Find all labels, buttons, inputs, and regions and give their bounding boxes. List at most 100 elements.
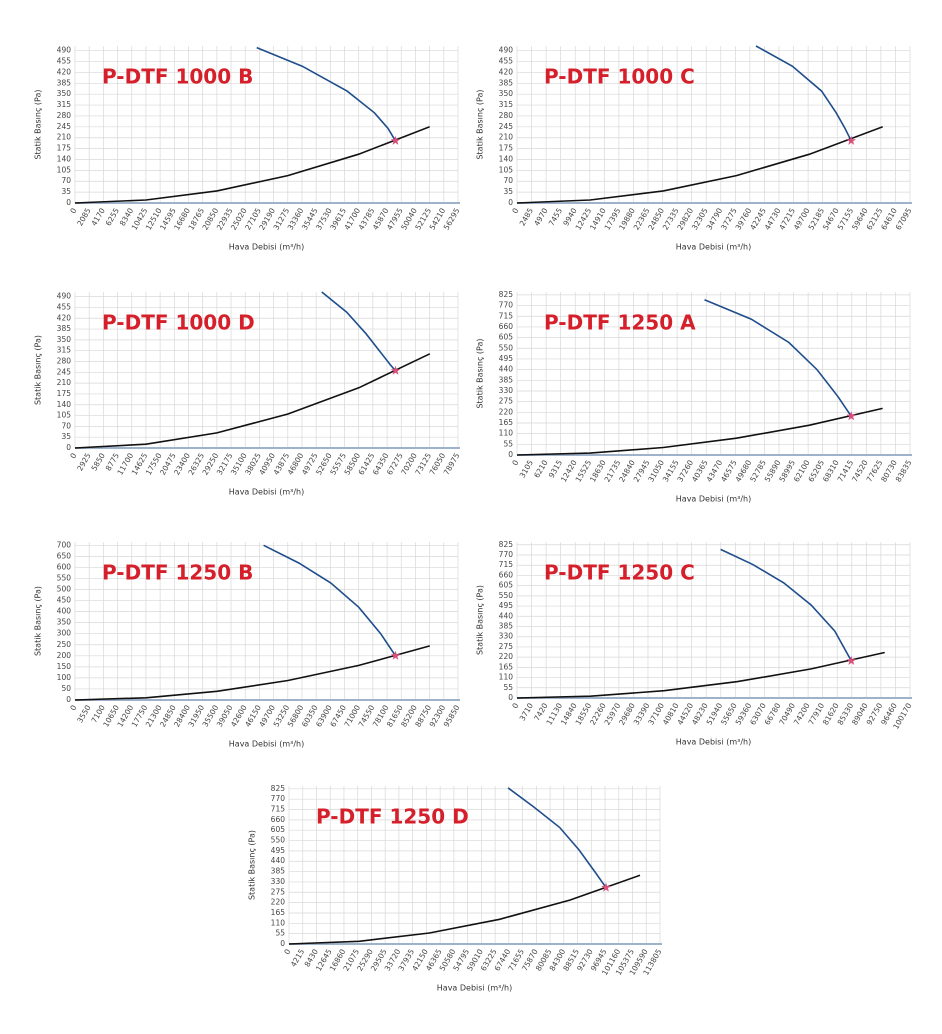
- y-tick-label: 825: [499, 290, 514, 299]
- y-tick-label: 550: [499, 591, 514, 600]
- y-tick-label: 420: [57, 313, 72, 322]
- y-axis-label: Statik Basınç (Pa): [476, 585, 485, 655]
- curve: [704, 299, 852, 417]
- y-axis-label: Statik Basınç (Pa): [476, 89, 485, 159]
- y-tick-label: 315: [57, 100, 72, 109]
- x-tick-label: 0: [510, 206, 520, 215]
- curve: [74, 353, 431, 449]
- y-tick-label: 700: [57, 540, 72, 549]
- x-tick-label: 3105: [518, 458, 535, 479]
- y-tick-label: 245: [57, 122, 72, 131]
- x-tick-label: 4970: [532, 206, 549, 227]
- y-tick-label: 660: [271, 815, 286, 824]
- y-tick-label: 490: [57, 46, 72, 55]
- y-tick-label: 455: [57, 302, 72, 311]
- y-tick-label: 770: [271, 794, 286, 803]
- chart-panel: 0 50 100 150 200 250 300 350 400 450 500 550 600 650 7…: [34, 540, 462, 748]
- y-tick-label: 600: [57, 562, 72, 571]
- y-tick-label: 350: [57, 89, 72, 98]
- y-tick-label: 385: [57, 78, 72, 87]
- y-tick-label: 140: [499, 154, 514, 163]
- y-tick-label: 500: [57, 585, 72, 594]
- y-tick-label: 350: [57, 335, 72, 344]
- operating-point: [601, 882, 611, 892]
- x-axis-label: Hava Debisi (m³/h): [229, 243, 304, 252]
- y-tick-label: 315: [57, 346, 72, 355]
- curve: [74, 126, 430, 204]
- chart-panel: 0357010514017521024528031535038542045549…: [34, 46, 462, 252]
- y-tick-label: 275: [271, 887, 286, 896]
- chart-title: P-DTF 1250 C: [544, 561, 695, 585]
- y-tick-label: 175: [57, 389, 72, 398]
- y-tick-label: 165: [271, 908, 286, 917]
- plot-area: [517, 542, 910, 698]
- y-axis-label: Statik Basınç (Pa): [248, 830, 257, 900]
- y-tick-label: 385: [499, 375, 514, 384]
- y-tick-label: 175: [499, 144, 514, 153]
- y-tick-label: 55: [503, 439, 513, 448]
- y-tick-label: 220: [499, 407, 514, 416]
- x-axis-label: Hava Debisi (m³/h): [676, 495, 751, 504]
- y-tick-label: 220: [271, 898, 286, 907]
- curve: [321, 291, 397, 372]
- y-tick-label: 385: [57, 324, 72, 333]
- y-tick-label: 715: [499, 560, 514, 569]
- plot-area: [75, 542, 458, 700]
- y-tick-label: 175: [57, 144, 72, 153]
- y-tick-label: 650: [57, 551, 72, 560]
- y-tick-label: 490: [57, 292, 72, 301]
- x-tick-label: 2485: [518, 206, 535, 227]
- y-tick-label: 280: [57, 111, 72, 120]
- y-tick-label: 660: [499, 570, 514, 579]
- y-tick-label: 275: [499, 642, 514, 651]
- curve: [755, 45, 852, 142]
- curve: [74, 645, 431, 701]
- curve: [288, 874, 641, 945]
- y-tick-label: 275: [499, 397, 514, 406]
- y-tick-label: 0: [280, 939, 285, 948]
- x-axis-label: Hava Debisi (m³/h): [229, 488, 304, 497]
- y-tick-label: 70: [61, 421, 71, 430]
- y-tick-label: 315: [499, 100, 514, 109]
- y-tick-label: 330: [499, 632, 514, 641]
- y-tick-label: 495: [499, 601, 514, 610]
- y-tick-label: 0: [66, 443, 71, 452]
- y-tick-label: 385: [499, 78, 514, 87]
- x-tick-label: 7455: [547, 206, 564, 227]
- operating-point: [390, 365, 401, 375]
- y-tick-label: 770: [499, 550, 514, 559]
- y-axis-label: Statik Basınç (Pa): [476, 338, 485, 408]
- y-tick-label: 450: [57, 596, 72, 605]
- chart-title: P-DTF 1250 A: [544, 311, 696, 335]
- y-tick-label: 140: [57, 400, 72, 409]
- x-tick-label: 0: [510, 701, 520, 710]
- curve: [516, 651, 885, 699]
- y-tick-label: 0: [508, 198, 513, 207]
- chart-panel: 0357010514017521024528031535038542045549…: [34, 291, 462, 497]
- y-tick-label: 55: [503, 683, 513, 692]
- chart-title: P-DTF 1250 B: [102, 561, 253, 585]
- curve: [256, 46, 397, 142]
- y-tick-label: 165: [499, 418, 514, 427]
- x-tick-label: 0: [282, 947, 292, 956]
- y-tick-label: 550: [57, 573, 72, 582]
- y-tick-label: 660: [499, 322, 514, 331]
- y-tick-label: 250: [57, 640, 72, 649]
- chart-panel: 0551101652202753303854404955506056607157…: [476, 540, 914, 747]
- y-tick-label: 50: [61, 684, 71, 693]
- operating-point: [846, 135, 856, 145]
- chart-title: P-DTF 1250 D: [316, 805, 469, 829]
- y-tick-label: 210: [57, 378, 72, 387]
- y-tick-label: 140: [57, 154, 72, 163]
- y-tick-label: 455: [57, 57, 72, 66]
- y-tick-label: 300: [57, 629, 72, 638]
- y-tick-label: 55: [275, 929, 285, 938]
- y-tick-label: 385: [499, 622, 514, 631]
- plot-area: [289, 786, 660, 944]
- y-tick-label: 0: [508, 693, 513, 702]
- curve: [516, 407, 883, 456]
- y-tick-label: 420: [499, 67, 514, 76]
- y-tick-label: 105: [499, 165, 514, 174]
- y-tick-label: 110: [499, 673, 514, 682]
